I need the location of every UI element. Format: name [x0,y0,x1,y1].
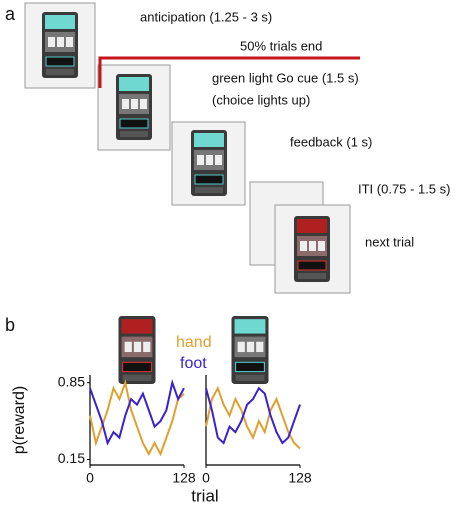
series-line [205,386,301,445]
slot-machine [117,315,157,385]
x-axis-label: trial [191,486,218,505]
trial-end-line [98,56,360,88]
panel-label: a [5,4,16,24]
x-tick-label: 0 [86,470,94,486]
legend-entry: hand [176,334,212,351]
series-line [89,379,185,457]
x-tick-label: 128 [172,470,196,486]
x-tick-label: 0 [202,470,210,486]
slot-machine [41,11,79,79]
panel-label: b [5,315,15,335]
note: 50% trials end [240,38,322,53]
legend-entry: foot [180,355,207,372]
slot-machine [190,129,228,197]
x-tick-label: 128 [288,470,312,486]
slot-machine [115,73,153,141]
step-text: feedback (1 s) [290,134,372,149]
slot-machine [230,315,270,385]
slot-machine [293,215,331,283]
step-text: ITI (0.75 - 1.5 s) [358,181,450,196]
y-tick-label: 0.15 [58,450,85,466]
step-text: anticipation (1.25 - 3 s) [140,9,272,24]
y-tick-label: 0.85 [58,373,85,389]
y-axis-label: p(reward) [11,386,28,454]
series-line [89,379,185,446]
step-text: next trial [365,234,414,249]
step-text: (choice lights up) [212,92,310,107]
series-line [205,385,301,450]
step-text: green light Go cue (1.5 s) [212,70,359,85]
